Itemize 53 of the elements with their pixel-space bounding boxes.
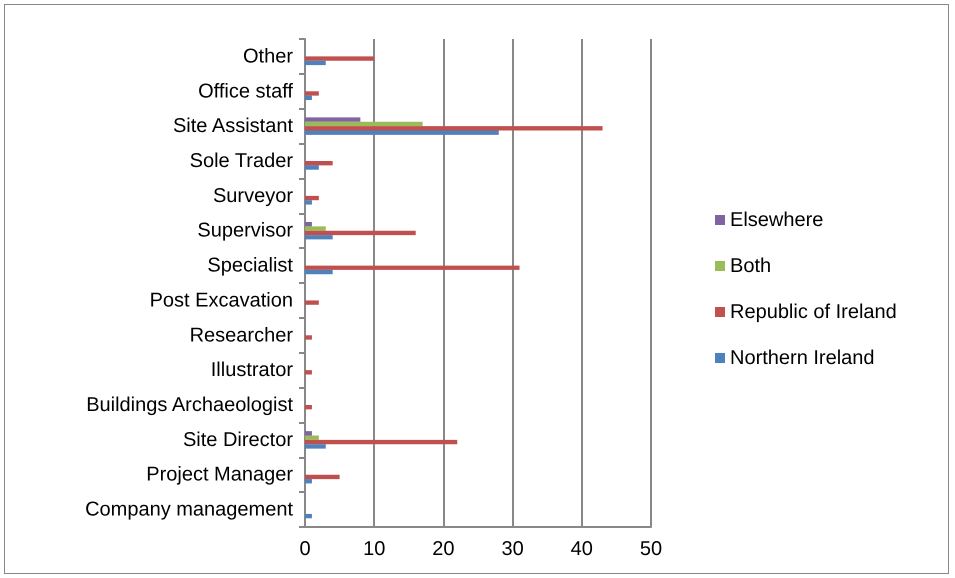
y-tick-label: Sole Trader (190, 150, 294, 172)
bar (305, 56, 374, 61)
x-tick-label: 50 (640, 538, 662, 560)
bar (305, 479, 312, 484)
bar (305, 270, 333, 274)
bar (305, 161, 333, 166)
legend-label: Northern Ireland (730, 347, 875, 369)
bar (305, 335, 312, 340)
bar (305, 474, 340, 480)
bar (305, 431, 312, 436)
y-tick-label: Other (242, 45, 294, 68)
bar (305, 226, 326, 231)
legend-label: Elsewhere (730, 209, 824, 231)
y-tick-label: Site Director (182, 428, 294, 451)
bar (305, 266, 520, 270)
bar (305, 405, 312, 410)
bar (305, 370, 312, 374)
y-tick-label: Illustrator (210, 359, 294, 382)
y-tick-label: Site Assistant (172, 115, 294, 138)
y-tick-label: Supervisor (197, 220, 294, 242)
y-tick-label: Specialist (207, 254, 294, 277)
y-tick-label: Company management (85, 498, 294, 521)
bar (305, 222, 312, 226)
y-tick-label: Post Excavation (150, 289, 293, 312)
bar (305, 117, 360, 122)
bar (305, 235, 333, 240)
bar (305, 165, 319, 170)
x-tick-label: 0 (299, 538, 311, 560)
legend-label: Republic of Ireland (730, 301, 897, 323)
bar (305, 96, 312, 100)
bar (305, 200, 312, 205)
y-tick-label: Surveyor (212, 184, 294, 207)
x-tick-label: 10 (363, 538, 386, 560)
y-tick-label: Office staff (198, 80, 294, 102)
bar (305, 444, 326, 449)
x-tick-label: 20 (432, 538, 455, 560)
bar (305, 230, 416, 236)
x-tick-label: 40 (570, 538, 593, 560)
bar (305, 122, 423, 126)
bar (305, 126, 603, 130)
y-tick-label: Project Manager (146, 464, 294, 486)
legend-label: Both (730, 255, 772, 277)
x-tick-label: 30 (501, 538, 524, 560)
bar (305, 91, 319, 96)
bar (305, 196, 319, 200)
bar (305, 60, 326, 66)
bar (305, 300, 319, 305)
bar (305, 514, 312, 518)
y-tick-label: Buildings Archaeologist (86, 394, 294, 416)
bar (305, 440, 458, 444)
bar (305, 130, 499, 135)
bar (305, 436, 319, 440)
y-tick-label: Researcher (190, 324, 294, 346)
